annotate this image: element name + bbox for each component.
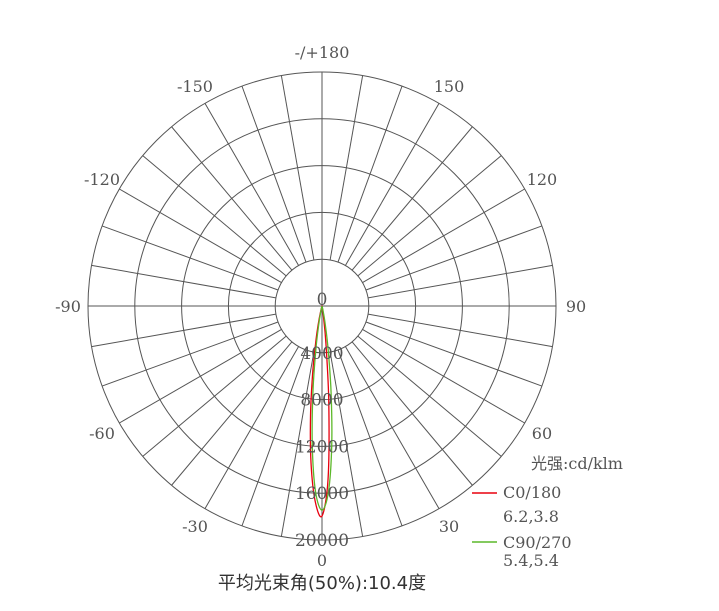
- legend-label-c90: C90/270: [503, 533, 572, 552]
- grid-spoke: [344, 103, 440, 266]
- unit-label: 光强:cd/klm: [531, 454, 623, 473]
- legend-label-c0: C0/180: [503, 483, 561, 502]
- angle-tick-label: 150: [434, 77, 465, 96]
- grid-spoke: [365, 321, 543, 387]
- grid-spoke: [365, 225, 543, 291]
- grid-spoke: [368, 313, 553, 348]
- angle-tick-label: -150: [177, 77, 213, 96]
- legend-beam-c0: 6.2,3.8: [503, 507, 559, 526]
- angle-tick-label: -120: [84, 170, 120, 189]
- grid-spoke: [357, 335, 502, 457]
- grid-spoke: [119, 188, 282, 284]
- grid-spoke: [351, 126, 473, 271]
- angle-tick-label: 0: [317, 551, 327, 570]
- grid-spoke: [142, 155, 287, 277]
- grid-spoke: [337, 349, 403, 527]
- angle-tick-label: -90: [55, 297, 81, 316]
- angle-tick-label: -60: [89, 424, 115, 443]
- grid-spoke: [171, 126, 293, 271]
- radial-tick-label: 20000: [295, 531, 349, 551]
- grid-spoke: [241, 85, 307, 263]
- grid-spoke: [362, 328, 525, 424]
- legend: C0/180 6.2,3.8 C90/270 5.4,5.4: [472, 483, 572, 570]
- grid-spoke: [329, 352, 364, 537]
- grid-spoke: [241, 349, 307, 527]
- grid-spoke: [171, 341, 293, 486]
- grid-spoke: [329, 75, 364, 260]
- angle-labels: 0 30 60 90 120 150 -/+180 -150 -120 -90 -60 -30: [55, 43, 586, 570]
- grid-spoke: [351, 341, 473, 486]
- grid-spoke: [337, 85, 403, 263]
- grid-spoke: [368, 264, 553, 299]
- polar-grid: [87, 71, 557, 541]
- radial-tick-label: 4000: [300, 344, 343, 364]
- grid-spoke: [280, 75, 315, 260]
- chart-title: 平均光束角(50%):10.4度: [218, 573, 426, 594]
- grid-spoke: [362, 188, 525, 284]
- grid-spoke: [204, 346, 300, 509]
- legend-beam-c90: 5.4,5.4: [503, 551, 559, 570]
- grid-spoke: [357, 155, 502, 277]
- angle-tick-label: 90: [566, 297, 586, 316]
- angle-tick-label: 60: [532, 424, 552, 443]
- ring-labels: 0 4000 8000 12000 16000 20000: [295, 290, 349, 551]
- angle-tick-label: 30: [439, 517, 459, 536]
- grid-spoke: [101, 225, 279, 291]
- grid-spoke: [91, 264, 276, 299]
- angle-tick-label: -30: [182, 517, 208, 536]
- radial-tick-label: 8000: [300, 391, 343, 411]
- grid-spoke: [119, 328, 282, 424]
- grid-spoke: [344, 346, 440, 509]
- grid-spoke: [204, 103, 300, 266]
- angle-tick-label: 120: [527, 170, 558, 189]
- angle-tick-label: -/+180: [295, 43, 350, 62]
- radial-tick-label: 16000: [295, 484, 349, 504]
- series-curve-c90-270: [311, 305, 333, 511]
- grid-spoke: [280, 352, 315, 537]
- radial-tick-label: 12000: [295, 437, 349, 457]
- radial-tick-label: 0: [317, 290, 328, 310]
- grid-spoke: [101, 321, 279, 387]
- grid-spoke: [91, 313, 276, 348]
- grid-spoke: [142, 335, 287, 457]
- intensity-curves: [309, 305, 333, 518]
